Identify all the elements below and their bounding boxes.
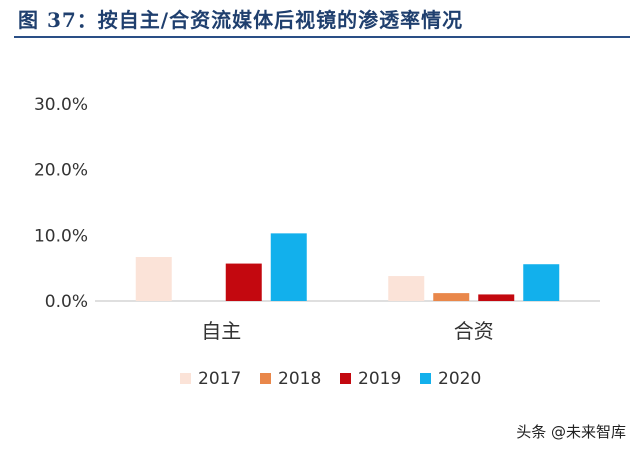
legend-label-2020: 2020 xyxy=(438,369,481,389)
legend-swatch-2017 xyxy=(180,373,191,384)
title-bar: 图 37：按自主/合资流媒体后视镜的渗透率情况 xyxy=(0,0,640,44)
legend-swatch-2018 xyxy=(260,373,271,384)
chart-title: 图 37：按自主/合资流媒体后视镜的渗透率情况 xyxy=(18,8,464,32)
title-divider xyxy=(14,36,630,38)
bar-chart: 0.0% 10.0% 20.0% 30.0% 自主 合资 2017 2018 2019 2020 xyxy=(34,95,600,389)
bar-2017-0 xyxy=(135,257,172,301)
legend-label-2018: 2018 xyxy=(278,369,321,389)
bar-2017-1 xyxy=(388,276,425,301)
y-tick-label: 10.0% xyxy=(34,226,88,246)
x-category-label: 自主 xyxy=(201,319,241,343)
bar-2019-1 xyxy=(478,294,515,301)
bar-2020-0 xyxy=(270,233,307,301)
bar-2020-1 xyxy=(523,264,560,301)
bar-2018-1 xyxy=(433,293,470,301)
y-tick-label: 0.0% xyxy=(45,292,88,312)
y-tick-label: 20.0% xyxy=(34,161,88,181)
y-tick-label: 30.0% xyxy=(34,95,88,115)
x-category-label: 合资 xyxy=(454,319,494,343)
bar-2019-0 xyxy=(225,263,262,301)
watermark-text: 头条 @未来智库 xyxy=(512,420,630,443)
legend-swatch-2019 xyxy=(340,373,351,384)
legend-swatch-2020 xyxy=(420,373,431,384)
legend-label-2019: 2019 xyxy=(358,369,401,389)
legend-label-2017: 2017 xyxy=(198,369,241,389)
